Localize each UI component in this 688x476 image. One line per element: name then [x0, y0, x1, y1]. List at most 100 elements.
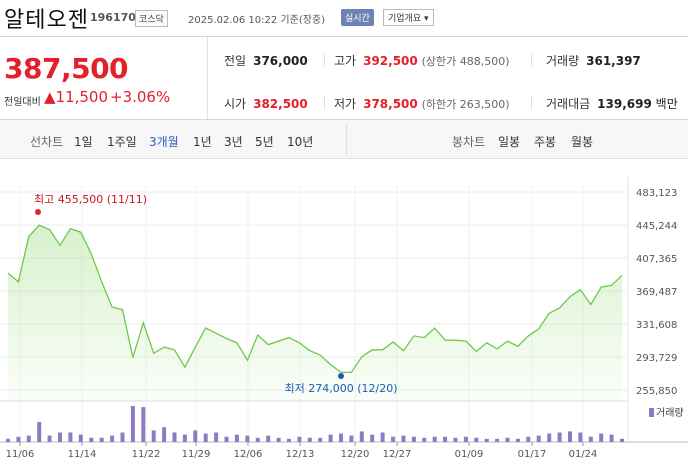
volume-bar [318, 437, 323, 442]
volume-bar [443, 436, 448, 442]
divider [324, 96, 325, 110]
divider [346, 123, 347, 155]
volume-bar [453, 437, 458, 442]
divider [324, 53, 325, 67]
x-tick-label: 11/29 [182, 449, 211, 460]
volume-bar [557, 432, 562, 442]
change-label: 전일대비 [4, 97, 41, 108]
volume-bar [599, 433, 604, 442]
volume-bar [245, 435, 250, 442]
volume-bar [99, 437, 104, 442]
prev-close: 전일 376,000 [224, 52, 308, 69]
volume-bar [620, 438, 624, 442]
candle-weekly[interactable]: 주봉 [534, 135, 557, 149]
change-percent: +3.06% [110, 88, 171, 106]
volume-bar [339, 433, 343, 442]
volume-bar [359, 431, 364, 442]
volume-bar [203, 433, 208, 442]
volume-bar [89, 437, 94, 442]
period-bar [0, 120, 688, 159]
volume: 거래량 361,397 [546, 52, 641, 69]
volume-bar [484, 438, 489, 442]
volume-bar [578, 432, 583, 442]
volume-bar [609, 434, 614, 442]
volume-bar [515, 438, 520, 442]
divider [531, 53, 532, 67]
price-area [8, 225, 622, 401]
volume-value: 361,397 [586, 54, 641, 68]
open-value: 382,500 [253, 97, 308, 111]
divider [531, 96, 532, 110]
y-tick-label: 369,487 [636, 287, 677, 298]
volume-bar [307, 437, 312, 442]
volume-bar [214, 432, 219, 442]
volume-bar [526, 436, 531, 442]
x-axis-labels: 11/06 11/14 11/22 11/29 12/06 12/13 12/20 12/27… [6, 442, 598, 460]
volume-bar [536, 435, 541, 442]
volume-legend-swatch [649, 408, 654, 417]
volume-bar [120, 432, 125, 442]
volume-bar [328, 434, 333, 442]
trade-amount-unit: 백만 [655, 97, 678, 111]
volume-bar [411, 436, 416, 442]
volume-bars [6, 406, 624, 442]
candle-daily[interactable]: 일봉 [498, 135, 521, 149]
y-tick-label: 293,729 [636, 353, 677, 364]
volume-bar [422, 437, 427, 442]
x-tick-label: 01/17 [518, 449, 547, 460]
x-tick-label: 01/24 [569, 449, 598, 460]
volume-bar [68, 432, 73, 442]
volume-bar [276, 437, 281, 442]
x-tick-label: 12/06 [234, 449, 263, 460]
low-value: 378,500 [363, 97, 418, 111]
stock-code: 196170 [90, 11, 136, 24]
divider [0, 36, 688, 37]
period-3y[interactable]: 3년 [224, 135, 243, 149]
period-3m[interactable]: 3개월 [149, 135, 179, 149]
realtime-badge[interactable]: 실시간 [341, 9, 374, 26]
volume-bar [78, 434, 83, 442]
volume-bar [182, 434, 187, 442]
y-tick-label: 445,244 [636, 221, 677, 232]
x-tick-label: 12/13 [286, 449, 315, 460]
volume-bar [172, 432, 177, 442]
divider [0, 119, 688, 120]
divider [207, 37, 208, 119]
x-tick-label: 01/09 [455, 449, 484, 460]
line-chart-label: 선차트 [30, 135, 64, 149]
period-1w[interactable]: 1주일 [107, 135, 137, 149]
volume-legend: 거래량 [656, 407, 684, 419]
volume-label: 거래량 [546, 54, 580, 68]
lower-limit: (하한가 263,500) [421, 98, 510, 111]
period-1d[interactable]: 1일 [74, 135, 93, 149]
period-1y[interactable]: 1년 [193, 135, 212, 149]
volume-bar [110, 435, 115, 442]
volume-bar [297, 436, 302, 442]
volume-bar [547, 433, 552, 442]
x-tick-label: 11/14 [68, 449, 97, 460]
volume-bar [474, 437, 479, 442]
high-label: 고가 [334, 54, 357, 68]
company-overview-dropdown[interactable]: 기업개요 ▾ [383, 9, 434, 26]
stock-name: 알테오젠 [4, 8, 89, 33]
y-tick-label: 255,850 [636, 386, 677, 397]
volume-bar [287, 438, 291, 442]
volume-bar [130, 406, 135, 442]
period-10y[interactable]: 10년 [287, 135, 314, 149]
x-tick-label: 12/27 [383, 449, 412, 460]
volume-bar [568, 431, 572, 442]
trade-amount-label: 거래대금 [546, 97, 591, 111]
open-label: 시가 [224, 97, 247, 111]
y-axis-labels: 483,123 445,244 407,365 369,487 331,608 293,7… [636, 188, 677, 397]
high-value: 392,500 [363, 54, 418, 68]
volume-bar [505, 437, 510, 442]
period-5y[interactable]: 5년 [255, 135, 274, 149]
y-tick-label: 483,123 [636, 188, 677, 199]
y-tick-label: 331,608 [636, 320, 677, 331]
volume-bar [162, 427, 167, 442]
volume-bar [58, 432, 62, 442]
candle-monthly[interactable]: 월봉 [571, 135, 594, 149]
trade-amount: 거래대금 139,699 백만 [546, 95, 678, 112]
volume-bar [391, 436, 396, 442]
volume-bar [26, 435, 31, 442]
